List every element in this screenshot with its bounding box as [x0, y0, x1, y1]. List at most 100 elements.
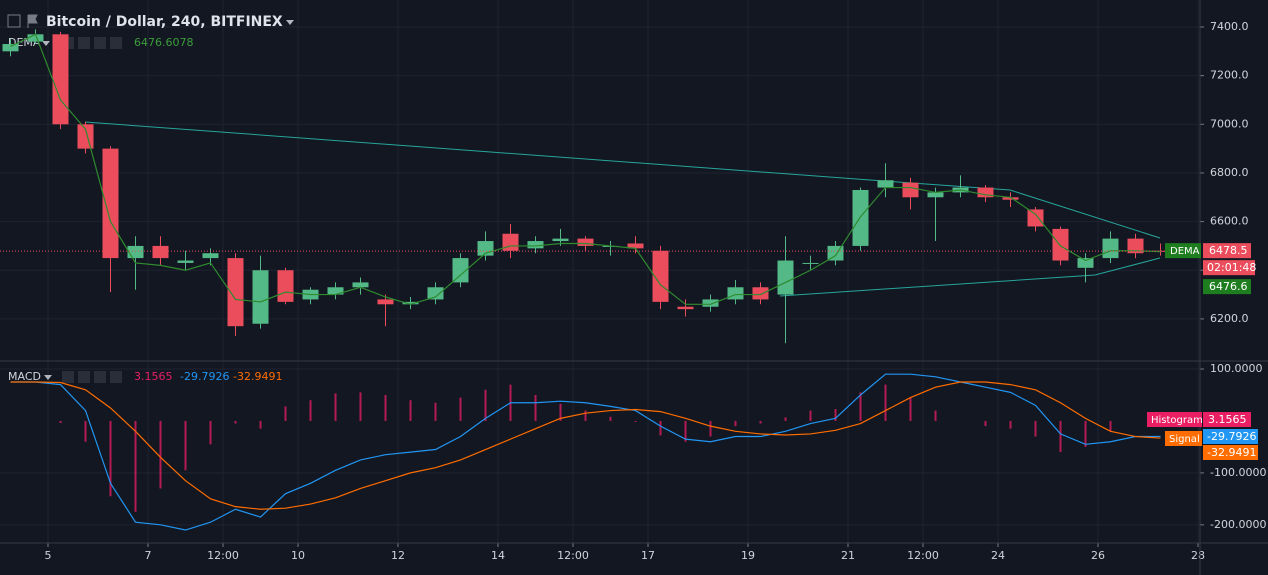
x-tick-label: 21	[841, 549, 855, 562]
signal-value: -32.9491	[1207, 446, 1256, 459]
candle-body	[1052, 228, 1069, 261]
candle-body	[2, 44, 19, 52]
macd-legend[interactable]: MACD	[8, 370, 41, 383]
y-tick-label: 6200.0	[1210, 312, 1249, 325]
signal-name: Signal	[1169, 434, 1200, 445]
candle-body	[277, 270, 294, 302]
candle-body	[352, 282, 369, 288]
candle-body	[502, 233, 519, 251]
candle-body	[252, 270, 269, 324]
candle-body	[52, 34, 69, 125]
x-tick-label: 12:00	[207, 549, 239, 562]
candle-body	[527, 241, 544, 249]
candle-body	[1027, 209, 1044, 227]
countdown-badge	[1203, 260, 1255, 276]
x-tick-label: 14	[491, 549, 505, 562]
histogram-legend-value: 3.1565	[134, 370, 173, 383]
trend-line	[779, 257, 1161, 297]
candle-body	[777, 260, 794, 295]
dema-line	[10, 33, 1161, 305]
countdown: 02:01:48	[1207, 261, 1256, 274]
macd-legend-value: -29.7926	[180, 370, 229, 383]
x-tick-label: 19	[741, 549, 755, 562]
macd-value: -29.7926	[1207, 430, 1256, 443]
macd-line	[10, 381, 1161, 510]
y-tick-label: -200.0000	[1210, 518, 1266, 531]
candle-body	[452, 258, 469, 283]
y-tick-label: 7000.0	[1210, 117, 1249, 130]
x-tick-label: 7	[145, 549, 152, 562]
histogram-name-badge	[1147, 412, 1202, 427]
candle-body	[1077, 258, 1094, 268]
candle-body	[1102, 238, 1119, 259]
candle-body	[902, 182, 919, 198]
x-tick-label: 5	[45, 549, 52, 562]
candle-body	[652, 250, 669, 302]
candle-body	[402, 301, 419, 305]
candle-body	[77, 124, 94, 149]
y-tick-label: 100.0000	[1210, 362, 1263, 375]
histogram-name: Histogram	[1151, 415, 1203, 426]
candle-body	[677, 306, 694, 310]
x-tick-label: 17	[641, 549, 655, 562]
x-tick-label: 10	[291, 549, 305, 562]
candle-body	[27, 34, 44, 42]
histogram-value-badge	[1203, 412, 1251, 427]
add-button[interactable]	[94, 37, 106, 49]
badges: DEMA 6478.5 02:01:48 6476.6 Histogram 3.1565 S…	[1147, 243, 1258, 460]
trend-line	[84, 121, 1161, 239]
histogram-value: 3.1565	[1208, 413, 1247, 426]
candle-body	[552, 238, 569, 242]
signal-value-badge	[1203, 445, 1258, 460]
x-tick-label: 24	[991, 549, 1005, 562]
candle-body	[752, 287, 769, 300]
candle-body	[977, 187, 994, 198]
candle-body	[702, 299, 719, 307]
candle-body	[152, 245, 169, 259]
candle-body	[1002, 197, 1019, 200]
macd-value-badge	[1203, 429, 1258, 444]
dema-name-badge	[1165, 243, 1201, 259]
add-button[interactable]	[94, 371, 106, 383]
dropdown-arrow[interactable]	[42, 41, 50, 46]
candle-body	[227, 258, 244, 327]
eye-button[interactable]	[62, 371, 74, 383]
x-tick-label: 12	[391, 549, 405, 562]
candle-body	[802, 262, 819, 264]
candle-body	[877, 180, 894, 188]
candle-body	[127, 245, 144, 259]
candle-body	[427, 287, 444, 300]
candle-body	[852, 189, 869, 246]
dropdown-arrow[interactable]	[44, 375, 52, 380]
last-price-label: 6478.5	[1209, 244, 1248, 257]
flag-icon[interactable]	[27, 14, 38, 28]
remove-button[interactable]	[110, 37, 122, 49]
dema-legend-value: 6476.6078	[134, 36, 194, 49]
y-tick-label: 6800.0	[1210, 166, 1249, 179]
candle-body	[102, 148, 119, 259]
candle-body	[377, 299, 394, 305]
macd-line	[10, 373, 1161, 531]
signal-legend-value: -32.9491	[233, 370, 282, 383]
symbol-title[interactable]: Bitcoin / Dollar, 240, BITFINEX	[46, 14, 283, 30]
marks	[0, 29, 1200, 531]
x-tick-label: 12:00	[557, 549, 589, 562]
settings-button[interactable]	[78, 371, 90, 383]
remove-button[interactable]	[110, 371, 122, 383]
x-tick-label: 28	[1191, 549, 1205, 562]
dema-value-label: 6476.6	[1209, 280, 1248, 293]
dropdown-arrow[interactable]	[286, 20, 294, 25]
x-tick-label: 26	[1091, 549, 1105, 562]
y-tick-label: 7200.0	[1210, 69, 1249, 82]
candle-body	[1127, 238, 1144, 254]
candle-body	[202, 253, 219, 259]
y-tick-label: -100.0000	[1210, 466, 1266, 479]
settings-button[interactable]	[78, 37, 90, 49]
signal-name-badge	[1165, 431, 1202, 446]
menu-icon[interactable]	[7, 14, 21, 28]
candle-body	[627, 243, 644, 249]
x-tick-label: 12:00	[907, 549, 939, 562]
candle-body	[177, 260, 194, 263]
candle-body	[327, 287, 344, 295]
